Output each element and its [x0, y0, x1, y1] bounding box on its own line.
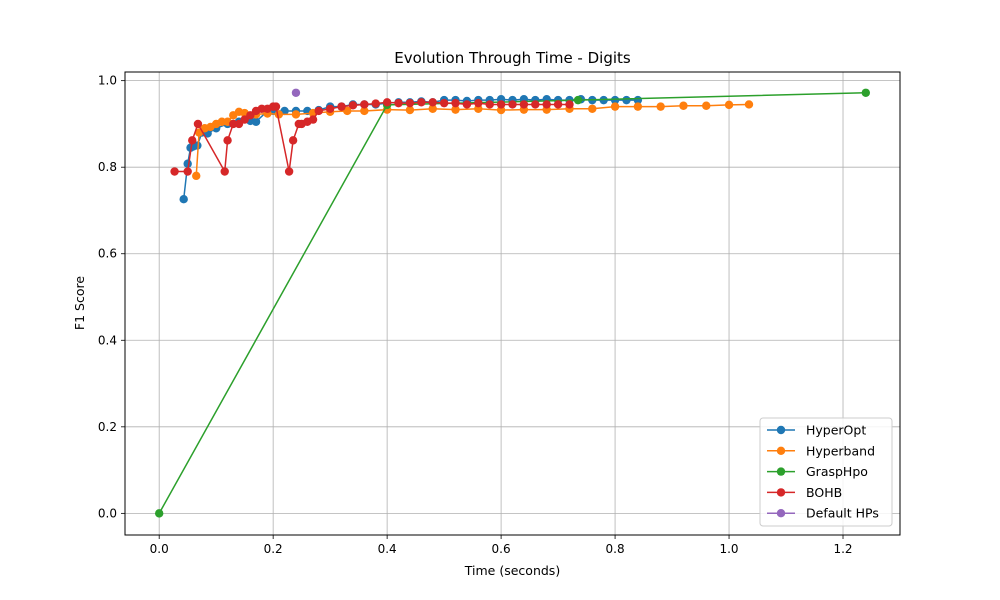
data-point-grasphpo [861, 88, 871, 97]
x-tick-label: 0.2 [264, 542, 283, 556]
legend-label-default-hps: Default HPs [806, 506, 879, 521]
data-point-bohb [193, 119, 203, 129]
plot-frame [124, 71, 901, 536]
data-point-hyperopt [193, 141, 202, 150]
data-point-bohb [496, 100, 506, 109]
data-point-hyperband [405, 105, 415, 115]
x-tick-label: 0.6 [492, 542, 511, 556]
data-point-bohb [565, 100, 574, 109]
data-point-hyperband [588, 104, 597, 113]
legend-label-bohb: BOHB [806, 485, 842, 500]
series-line-hyperopt [182, 98, 638, 200]
data-point-bohb [519, 100, 529, 109]
data-point-bohb [223, 136, 232, 145]
data-point-hyperopt [610, 95, 620, 105]
y-tick-label: 1.0 [98, 74, 117, 88]
y-tick-label: 0.0 [98, 506, 117, 520]
data-point-hyperband [343, 106, 352, 116]
data-point-bohb [428, 98, 437, 107]
x-tick-label: 0.0 [150, 542, 169, 556]
data-point-hyperband [679, 101, 688, 110]
data-point-bohb [371, 99, 380, 108]
data-point-bohb [188, 136, 197, 145]
axis-ticks: 0.0 0.2 0.4 0.6 0.8 1.0 1.2 0.0 0.2 0.4 0.6 0.8 1.0 [98, 74, 853, 556]
data-point-hyperband [724, 100, 734, 110]
data-point-hyperopt [179, 195, 188, 204]
data-point-bohb [284, 167, 294, 176]
legend-label-grasphpo: GraspHpo [806, 464, 868, 479]
data-point-hyperband [744, 100, 754, 109]
series-bohb [170, 98, 574, 176]
data-point-default-hps [291, 88, 301, 97]
y-tick-label: 0.8 [98, 160, 117, 174]
data-point-grasphpo [573, 95, 583, 105]
data-point-bohb [405, 98, 415, 108]
data-point-bohb [451, 98, 460, 108]
data-point-hyperband [291, 110, 301, 119]
x-tick-label: 0.4 [378, 542, 397, 556]
data-point-bohb [417, 98, 426, 107]
x-axis-label: Time (seconds) [464, 563, 560, 578]
data-point-hyperband [451, 105, 460, 114]
data-point-bohb [394, 98, 403, 108]
data-point-bohb [360, 100, 369, 109]
y-axis-label: F1 Score [72, 276, 87, 330]
data-point-bohb [170, 167, 179, 176]
y-tick-label: 0.2 [98, 420, 117, 434]
data-point-bohb [308, 115, 318, 124]
legend-label-hyperopt: HyperOpt [806, 423, 866, 438]
legend-marker-bohb [776, 488, 786, 497]
data-point-bohb [240, 115, 249, 124]
data-point-grasphpo [154, 509, 164, 518]
y-tick-label: 0.4 [98, 333, 117, 347]
data-point-bohb [531, 100, 540, 109]
data-point-bohb [183, 167, 192, 176]
legend-marker-default-hps [776, 509, 786, 518]
series-default-hps [291, 88, 301, 97]
data-point-bohb [234, 119, 244, 129]
data-point-bohb [542, 100, 551, 109]
data-point-bohb [553, 100, 563, 109]
data-point-bohb [439, 98, 449, 108]
data-point-bohb [246, 111, 255, 120]
data-point-hyperband [192, 171, 201, 181]
data-point-bohb [220, 167, 229, 176]
data-point-bohb [337, 102, 346, 111]
data-point-bohb [485, 100, 494, 109]
legend-box [759, 417, 893, 527]
data-point-hyperband [656, 102, 665, 111]
data-point-hyperband [360, 106, 369, 116]
legend: HyperOpt Hyperband GraspHpo BOHB Default HPs [759, 417, 893, 527]
data-point-bohb [348, 101, 358, 110]
data-point-bohb [271, 102, 281, 111]
legend-marker-grasphpo [776, 467, 786, 476]
legend-label-hyperband: Hyperband [806, 443, 875, 458]
data-point-hyperband [428, 104, 437, 113]
grid [125, 72, 900, 535]
data-point-hyperband [610, 102, 620, 111]
data-point-bohb [382, 98, 392, 107]
data-point-hyperband [633, 102, 643, 111]
legend-marker-hyperband [776, 446, 786, 455]
data-point-hyperopt [622, 95, 631, 105]
data-point-hyperband [702, 101, 711, 110]
data-point-bohb [508, 100, 517, 109]
x-tick-label: 0.8 [606, 542, 625, 556]
legend-marker-hyperopt [776, 425, 786, 435]
x-tick-label: 1.2 [833, 542, 852, 556]
data-point-hyperopt [251, 117, 261, 126]
y-tick-label: 0.6 [98, 247, 117, 261]
series-lines [154, 88, 871, 518]
chart-title: Evolution Through Time - Digits [394, 49, 631, 67]
data-point-bohb [462, 100, 472, 109]
data-point-bohb [314, 106, 323, 116]
series-line-grasphpo [158, 92, 866, 514]
data-point-bohb [474, 98, 483, 108]
data-point-bohb [288, 136, 298, 145]
data-point-bohb [325, 104, 335, 113]
x-tick-label: 1.0 [719, 542, 738, 556]
